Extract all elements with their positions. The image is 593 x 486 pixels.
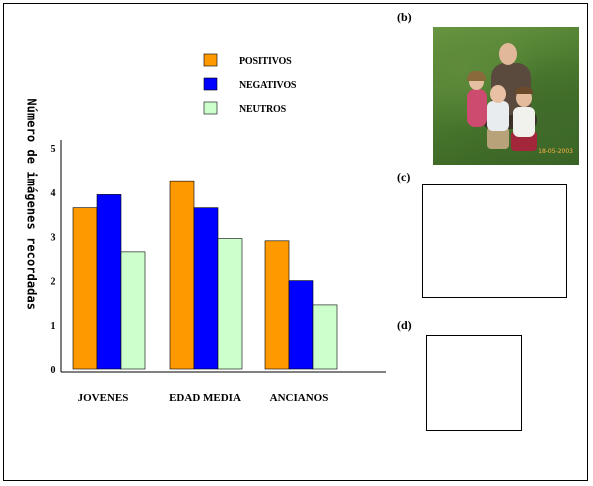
legend-label-positivos: POSITIVOS bbox=[239, 56, 292, 67]
x-axis-category-labels: JOVENES EDAD MEDIA ANCIANOS bbox=[78, 392, 329, 404]
bar-positivos-edad-media bbox=[169, 180, 195, 370]
panel-label-d: (d) bbox=[397, 318, 412, 332]
y-tick-label: 5 bbox=[51, 144, 56, 155]
y-tick-label: 4 bbox=[51, 188, 56, 199]
bar-negativos-ancianos bbox=[288, 280, 314, 370]
y-axis-label-char: o bbox=[25, 259, 39, 266]
y-tick-label: 1 bbox=[51, 321, 56, 332]
y-axis-label-char: e bbox=[25, 201, 39, 208]
y-axis-ticks: 0 1 2 3 4 5 bbox=[51, 144, 56, 376]
photo-girl-body bbox=[467, 89, 487, 127]
legend-swatch-neutros bbox=[203, 101, 218, 115]
y-tick-label: 0 bbox=[51, 365, 56, 376]
panel-label-c: (c) bbox=[397, 170, 411, 184]
bar-positivos-ancianos bbox=[264, 240, 290, 370]
y-axis-label-char: g bbox=[25, 193, 39, 200]
empty-panel-d bbox=[426, 335, 522, 431]
photo-boy2-hair bbox=[515, 87, 533, 94]
y-axis-label-char: r bbox=[25, 128, 39, 135]
y-axis-label-char: e bbox=[25, 157, 39, 164]
legend-label-neutros: NEUTROS bbox=[239, 104, 287, 115]
y-axis-label-char: e bbox=[25, 244, 39, 251]
y-axis-label-char: d bbox=[25, 149, 39, 156]
family-photo: 18-05-2003 bbox=[433, 27, 579, 165]
photo-date-stamp: 18-05-2003 bbox=[538, 148, 573, 155]
y-axis-label-char: c bbox=[25, 252, 39, 259]
y-axis-label-char: o bbox=[25, 135, 39, 142]
bar-negativos-jovenes bbox=[96, 194, 122, 370]
y-tick-label: 3 bbox=[51, 232, 56, 243]
bar-neutros-ancianos bbox=[312, 304, 338, 370]
legend-swatch-positivos bbox=[203, 53, 218, 67]
legend-label-negativos: NEGATIVOS bbox=[239, 80, 297, 91]
y-axis-label-char: e bbox=[25, 215, 39, 222]
y-axis-label-char: e bbox=[25, 120, 39, 127]
x-category-label-ancianos: ANCIANOS bbox=[270, 392, 329, 404]
bar-neutros-edad-media bbox=[217, 238, 243, 370]
photo-boy1-body bbox=[487, 101, 509, 131]
y-axis-label-char: N bbox=[25, 98, 39, 105]
legend-swatch-negativos bbox=[203, 77, 218, 91]
y-tick-label: 2 bbox=[51, 277, 56, 288]
bar-negativos-edad-media bbox=[193, 207, 219, 370]
chart-bars bbox=[72, 180, 338, 370]
photo-adult-head bbox=[499, 43, 517, 65]
y-axis-label-char: r bbox=[25, 266, 39, 273]
empty-panel-c bbox=[422, 184, 567, 298]
x-category-label-edad-media: EDAD MEDIA bbox=[169, 392, 241, 404]
photo-boy1-legs bbox=[487, 127, 509, 149]
y-axis-label-char: a bbox=[25, 295, 39, 302]
y-axis-label-char: n bbox=[25, 208, 39, 215]
y-axis-label-char: d bbox=[25, 274, 39, 281]
x-category-label-jovenes: JOVENES bbox=[78, 392, 129, 404]
y-axis-label-char: s bbox=[25, 303, 39, 310]
chart-legend: POSITIVOS NEGATIVOS NEUTROS bbox=[203, 53, 297, 115]
y-axis-label-char: r bbox=[25, 237, 39, 244]
photo-boy1-head bbox=[490, 85, 506, 103]
bar-positivos-jovenes bbox=[72, 207, 98, 370]
y-axis-label-char: a bbox=[25, 281, 39, 288]
bar-neutros-jovenes bbox=[120, 251, 146, 370]
y-axis-label-char: á bbox=[25, 186, 39, 193]
panel-label-b: (b) bbox=[397, 10, 412, 24]
y-axis-label-char: m bbox=[25, 113, 39, 120]
y-axis-label-char: d bbox=[25, 288, 39, 295]
y-axis-label-char: i bbox=[25, 171, 39, 178]
y-axis-label-char: m bbox=[25, 179, 39, 186]
photo-boy2-body bbox=[513, 107, 535, 137]
y-axis-label-char: ú bbox=[25, 106, 39, 113]
photo-girl-hair bbox=[467, 71, 486, 81]
y-axis-label-char: s bbox=[25, 222, 39, 229]
